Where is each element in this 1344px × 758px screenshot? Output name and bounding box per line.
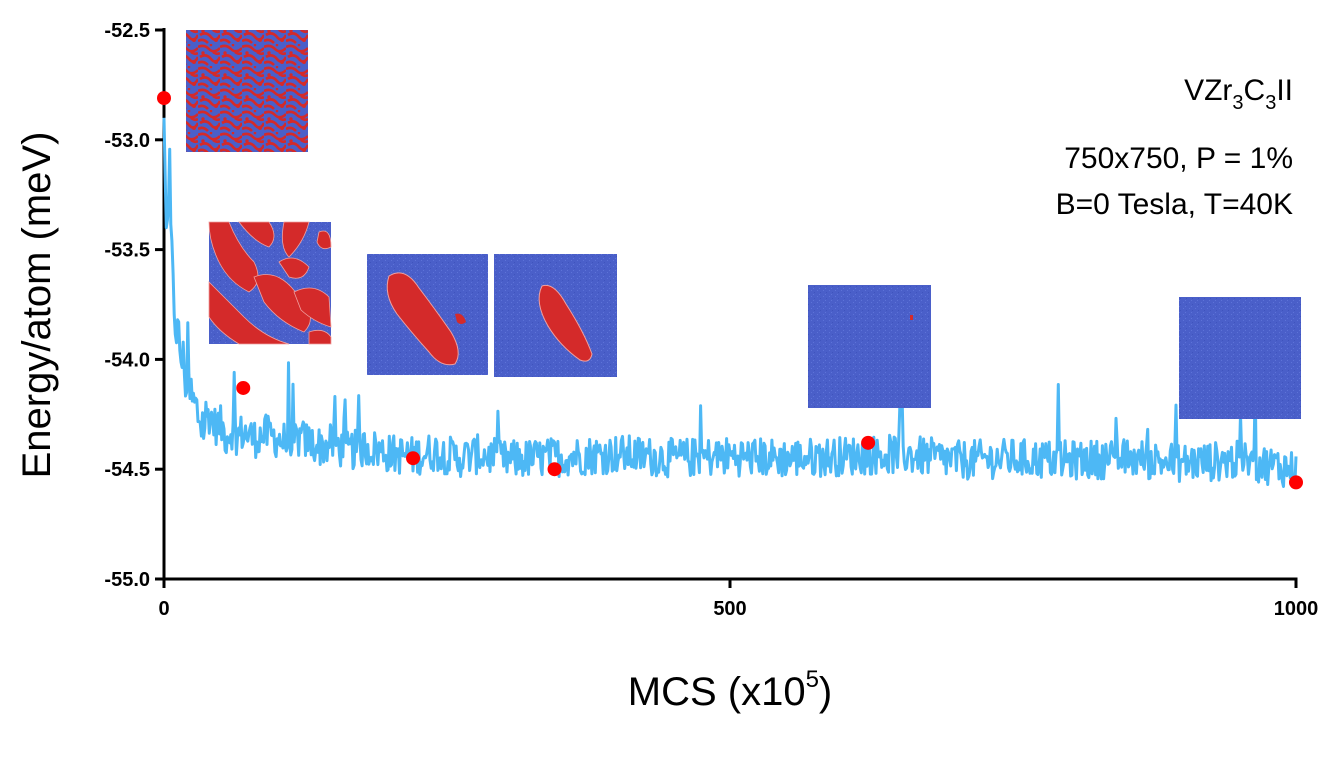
y-tick-label: -53.0 — [104, 130, 150, 152]
formula-sub-2: 3 — [1265, 92, 1276, 114]
x-axis-title-sup: 5 — [806, 666, 819, 693]
x-axis-title: MCS (x105) — [628, 666, 833, 714]
axes — [162, 28, 1298, 581]
x-axis-title-tail: ) — [819, 670, 832, 714]
snapshot-stripes — [208, 221, 332, 345]
formula-part-ii: II — [1276, 74, 1293, 107]
y-tick-label: -52.5 — [104, 20, 150, 42]
snapshot-tiny-dot — [808, 285, 931, 408]
annotation-formula: VZr3C3II — [1184, 74, 1293, 114]
x-tick-label: 1000 — [1274, 598, 1319, 620]
x-tick-label: 0 — [158, 598, 169, 620]
snapshot-marker — [157, 91, 171, 106]
snapshot-small-blob — [494, 254, 617, 377]
snapshot-large-blob — [367, 254, 488, 375]
snapshot-marker — [1289, 475, 1303, 490]
x-tick-label: 500 — [713, 598, 746, 620]
snapshot-marker — [547, 462, 562, 477]
formula-sub-1: 3 — [1232, 92, 1243, 114]
snapshot-marker — [236, 380, 251, 395]
snapshot-layer — [186, 30, 1301, 419]
series-line — [162, 117, 1298, 488]
y-tick-label: -54.0 — [104, 349, 150, 371]
x-ticks: 0 500 1000 — [158, 579, 1318, 620]
formula-part-c: C — [1244, 74, 1266, 107]
y-tick-label: -55.0 — [104, 569, 150, 591]
annotation-size: 750x750, P = 1% — [1064, 142, 1293, 175]
snapshot-marker — [861, 435, 876, 450]
snapshot-uniform — [1179, 297, 1301, 419]
snapshot-marker — [406, 451, 421, 466]
series-layer — [162, 117, 1298, 488]
marker-layer — [157, 91, 1303, 490]
y-axis-title: Energy/atom (meV) — [15, 132, 59, 479]
y-tick-label: -54.5 — [104, 459, 150, 481]
y-ticks: -52.5 -53.0 -53.5 -54.0 -54.5 -55.0 — [104, 20, 164, 591]
y-tick-label: -53.5 — [104, 240, 150, 262]
x-axis-title-base: MCS (x10 — [628, 670, 806, 714]
annotation-conditions: B=0 Tesla, T=40K — [1056, 188, 1293, 221]
snapshot-dense — [186, 30, 308, 152]
formula-part-vzr: VZr — [1184, 74, 1232, 107]
